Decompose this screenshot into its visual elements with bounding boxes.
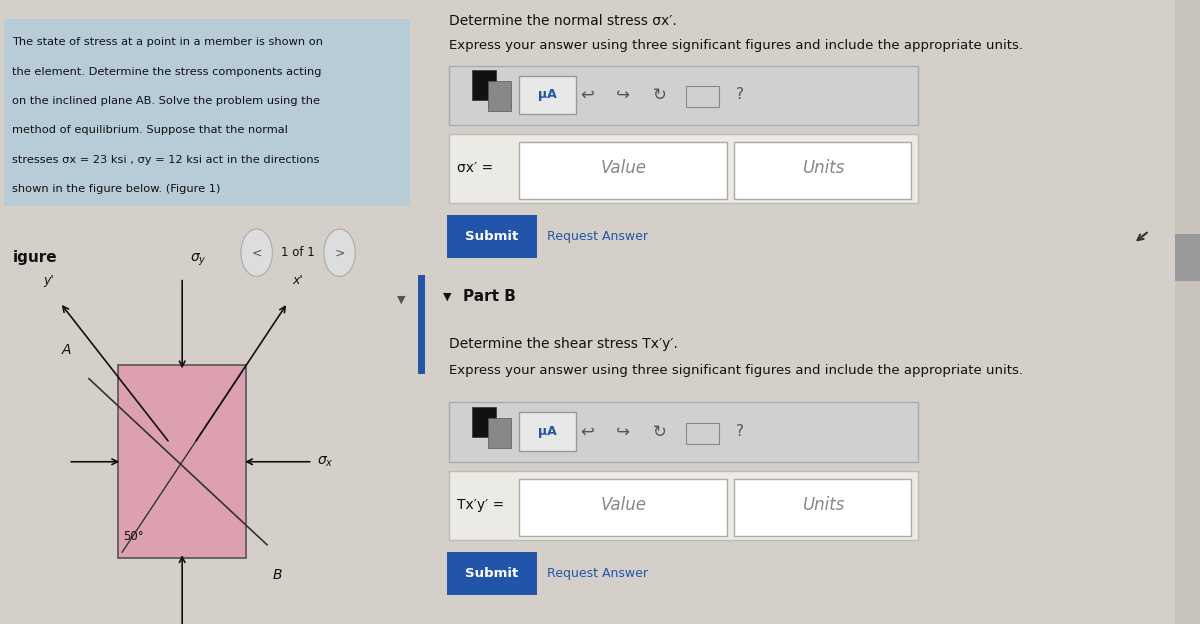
Text: Express your answer using three significant figures and include the appropriate : Express your answer using three signific… <box>449 39 1022 52</box>
FancyBboxPatch shape <box>518 76 576 114</box>
Text: igure: igure <box>12 250 58 265</box>
FancyBboxPatch shape <box>520 142 727 199</box>
Text: Units: Units <box>802 160 844 177</box>
Text: Determine the normal stress σx′.: Determine the normal stress σx′. <box>449 14 677 27</box>
Text: $\sigma_x$: $\sigma_x$ <box>317 454 334 469</box>
Bar <box>473 70 496 100</box>
Text: σx′ =: σx′ = <box>457 162 493 175</box>
Text: Request Answer: Request Answer <box>547 567 648 580</box>
FancyBboxPatch shape <box>4 19 410 206</box>
FancyBboxPatch shape <box>446 552 538 595</box>
Text: Determine the shear stress Tx′y′.: Determine the shear stress Tx′y′. <box>449 337 678 351</box>
FancyBboxPatch shape <box>686 423 719 444</box>
Text: ↪: ↪ <box>616 86 630 104</box>
Text: the element. Determine the stress components acting: the element. Determine the stress compon… <box>12 67 322 77</box>
Text: B: B <box>272 568 282 582</box>
FancyBboxPatch shape <box>449 471 918 540</box>
Text: ↩: ↩ <box>581 423 594 441</box>
Text: The state of stress at a point in a member is shown on: The state of stress at a point in a memb… <box>12 37 324 47</box>
Bar <box>1175 0 1200 624</box>
Bar <box>488 81 511 111</box>
Bar <box>1175 234 1200 281</box>
Text: ↻: ↻ <box>653 86 666 104</box>
Text: μA: μA <box>538 426 557 438</box>
Bar <box>473 407 496 437</box>
Bar <box>118 365 246 558</box>
FancyBboxPatch shape <box>686 86 719 107</box>
FancyBboxPatch shape <box>449 402 918 462</box>
FancyBboxPatch shape <box>449 134 918 203</box>
Text: >: > <box>335 246 344 259</box>
Text: stresses σx = 23 ksi , σy = 12 ksi act in the directions: stresses σx = 23 ksi , σy = 12 ksi act i… <box>12 155 320 165</box>
FancyBboxPatch shape <box>734 479 911 536</box>
FancyBboxPatch shape <box>449 66 918 125</box>
Text: Value: Value <box>600 497 647 514</box>
Text: Submit: Submit <box>466 567 518 580</box>
Text: ↩: ↩ <box>581 86 594 104</box>
Text: $\sigma_y$: $\sigma_y$ <box>191 252 208 268</box>
Text: A: A <box>61 343 71 357</box>
Text: ▼: ▼ <box>397 295 406 305</box>
Text: ↪: ↪ <box>616 423 630 441</box>
Text: Request Answer: Request Answer <box>547 230 648 243</box>
Text: x': x' <box>292 274 302 287</box>
Text: ?: ? <box>736 424 744 439</box>
Text: Tx′y′ =: Tx′y′ = <box>457 499 504 512</box>
Text: shown in the figure below. (Figure 1): shown in the figure below. (Figure 1) <box>12 184 221 194</box>
Text: Units: Units <box>802 497 844 514</box>
Text: 50°: 50° <box>122 530 144 543</box>
Text: 1 of 1: 1 of 1 <box>281 246 314 259</box>
Text: method of equilibrium. Suppose that the normal: method of equilibrium. Suppose that the … <box>12 125 288 135</box>
Text: ↻: ↻ <box>653 423 666 441</box>
Text: ?: ? <box>736 87 744 102</box>
Text: on the inclined plane AB. Solve the problem using the: on the inclined plane AB. Solve the prob… <box>12 96 320 106</box>
Text: Express your answer using three significant figures and include the appropriate : Express your answer using three signific… <box>449 364 1022 377</box>
Text: y': y' <box>43 274 54 287</box>
FancyBboxPatch shape <box>734 142 911 199</box>
Text: μA: μA <box>538 89 557 101</box>
Text: <: < <box>252 246 262 259</box>
Text: Part B: Part B <box>463 289 516 304</box>
FancyBboxPatch shape <box>518 412 576 451</box>
Text: Value: Value <box>600 160 647 177</box>
Bar <box>488 418 511 448</box>
Text: Submit: Submit <box>466 230 518 243</box>
Circle shape <box>324 229 355 276</box>
FancyBboxPatch shape <box>520 479 727 536</box>
Circle shape <box>241 229 272 276</box>
FancyBboxPatch shape <box>446 215 538 258</box>
Bar <box>418 275 426 374</box>
Text: ▼: ▼ <box>444 291 452 301</box>
